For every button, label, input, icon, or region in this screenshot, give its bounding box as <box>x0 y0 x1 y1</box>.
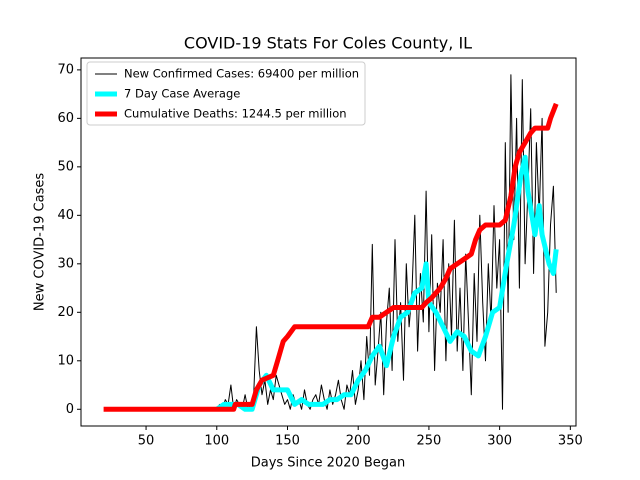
y-tick-label: 70 <box>57 62 74 77</box>
x-tick-label: 250 <box>417 434 442 449</box>
y-tick-label: 0 <box>66 402 74 417</box>
y-axis-label: New COVID-19 Cases <box>33 173 48 311</box>
y-tick-label: 40 <box>57 208 74 223</box>
legend-label: Cumulative Deaths: 1244.5 per million <box>124 107 347 121</box>
x-tick-label: 350 <box>558 434 583 449</box>
plot-frame <box>80 57 577 427</box>
y-tick-label: 30 <box>57 256 74 271</box>
series-line <box>103 102 559 412</box>
chart-title: COVID-19 Stats For Coles County, IL <box>184 34 472 53</box>
legend-label: New Confirmed Cases: 69400 per million <box>124 67 359 81</box>
y-tick-label: 50 <box>57 159 74 174</box>
x-tick-label: 300 <box>487 434 512 449</box>
series-line <box>215 154 559 412</box>
y-tick-label: 20 <box>57 305 74 320</box>
x-tick-label: 100 <box>204 434 229 449</box>
x-axis-label: Days Since 2020 Began <box>251 456 406 471</box>
legend: New Confirmed Cases: 69400 per million 7 … <box>86 61 366 126</box>
legend-box <box>86 61 366 126</box>
y-tick-label: 60 <box>57 111 74 126</box>
x-tick-label: 50 <box>138 434 155 449</box>
y-tick-label: 10 <box>57 353 74 368</box>
x-tick-label: 200 <box>346 434 371 449</box>
x-tick-label: 150 <box>275 434 300 449</box>
series-line <box>216 74 557 410</box>
legend-label: 7 Day Case Average <box>124 87 240 101</box>
